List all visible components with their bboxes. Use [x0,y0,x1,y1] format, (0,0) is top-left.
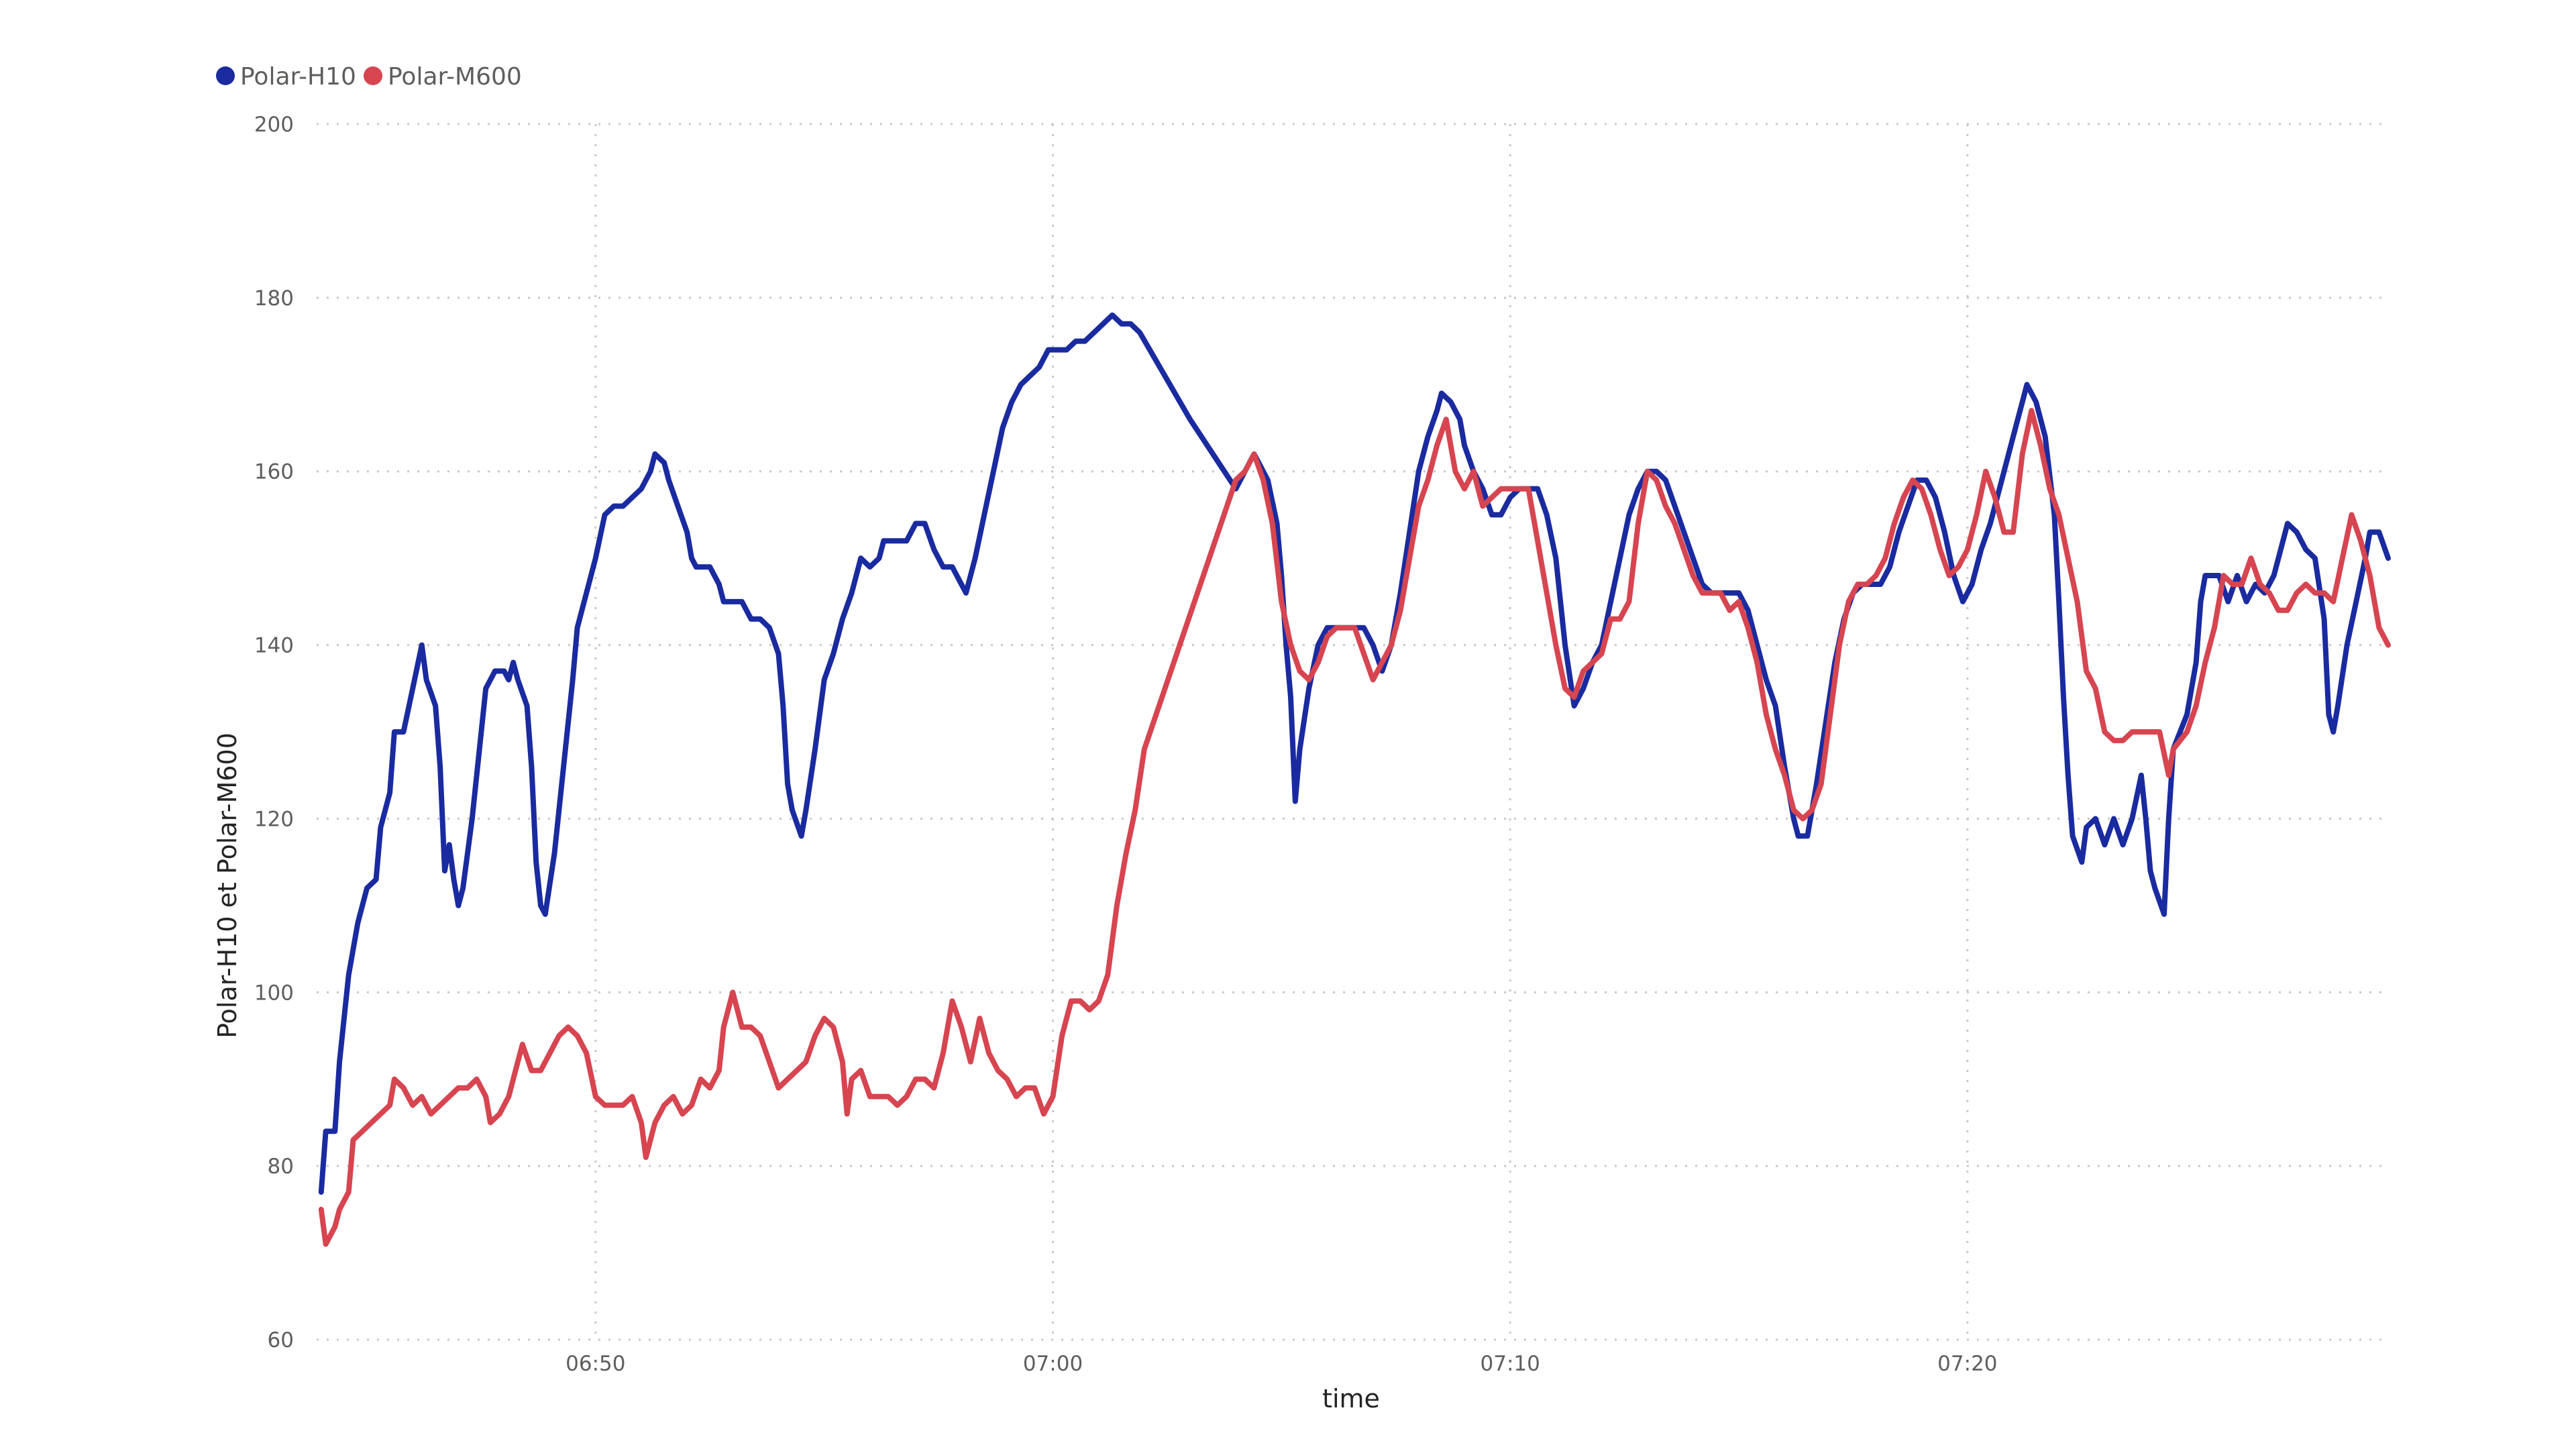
legend-item-polar-h10[interactable]: Polar-H10 [216,63,356,91]
y-tick-label: 140 [254,634,294,658]
series-line-polar-m600[interactable] [318,408,2391,1247]
y-tick-label: 180 [254,286,294,311]
y-tick-label: 80 [268,1155,294,1179]
legend[interactable]: Polar-H10 Polar-M600 [216,63,522,91]
x-tick-label: 07:00 [1023,1352,1083,1376]
legend-marker [364,66,382,85]
series-line-polar-h10[interactable] [318,312,2391,1195]
legend-label: Polar-H10 [240,63,356,91]
x-tick-label: 07:10 [1481,1352,1540,1376]
y-axis-ticks: 60 80 100 120 140 160 180 200 [254,113,294,1352]
legend-marker [216,66,235,85]
y-tick-label: 160 [254,460,294,484]
legend-item-polar-m600[interactable]: Polar-M600 [364,63,522,91]
y-tick-label: 60 [268,1328,294,1352]
x-axis-ticks: 06:50 07:00 07:10 07:20 [566,1352,1997,1376]
x-tick-label: 07:20 [1937,1352,1997,1376]
series-layer[interactable] [318,312,2391,1247]
grid [317,123,2388,1341]
legend-label: Polar-M600 [388,63,522,91]
y-tick-label: 200 [254,113,294,137]
y-tick-label: 100 [254,981,294,1005]
x-axis-title: time [1322,1384,1380,1413]
y-axis-title: Polar-H10 et Polar-M600 [213,733,242,1038]
x-tick-label: 06:50 [566,1352,625,1376]
y-tick-label: 120 [254,807,294,831]
